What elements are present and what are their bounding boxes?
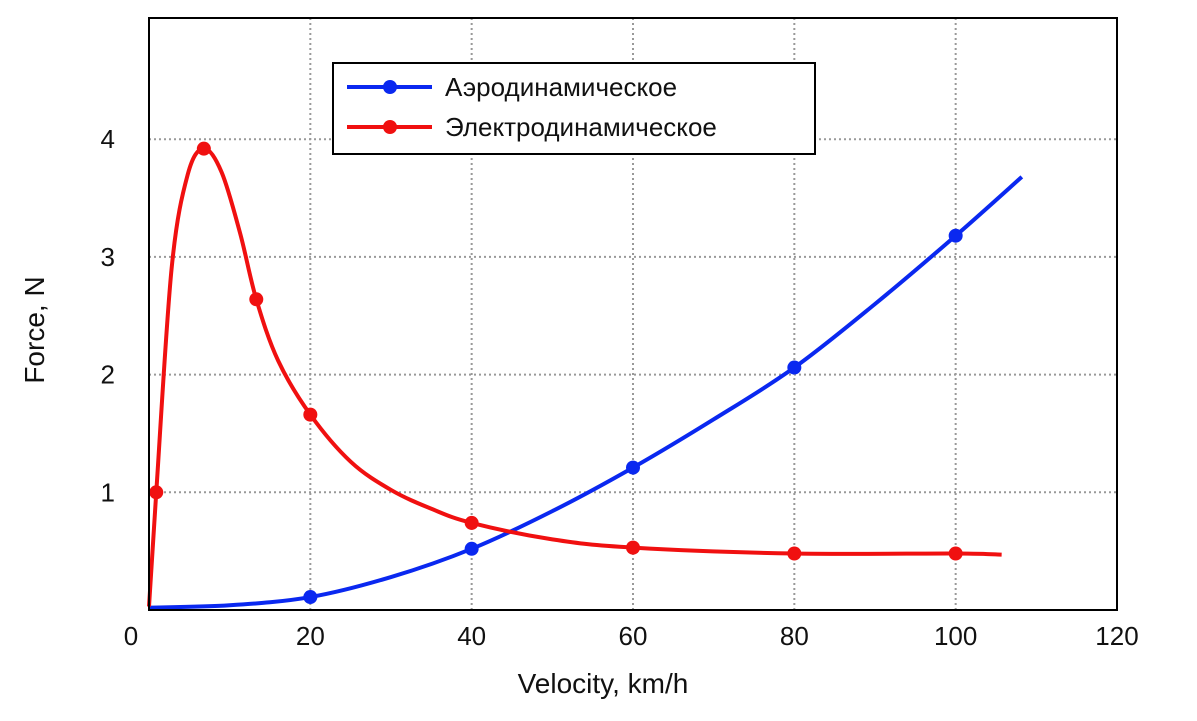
- aerodynamic-point: [948, 228, 963, 243]
- y-tick-labels: 1 2 3 4: [101, 124, 115, 507]
- legend-marker-electrodynamic: [383, 120, 397, 134]
- electrodynamic-point: [464, 515, 479, 530]
- legend-label-aerodynamic: Аэродинамическое: [445, 72, 677, 102]
- x-tick-label: 20: [296, 621, 325, 651]
- x-tick-label: 80: [780, 621, 809, 651]
- legend: Аэродинамическое Электродинамическое: [332, 62, 816, 155]
- x-tick-label: 100: [934, 621, 977, 651]
- legend-box: [332, 62, 816, 155]
- legend-label-electrodynamic: Электродинамическое: [445, 112, 717, 142]
- x-tick-label: 40: [457, 621, 486, 651]
- aerodynamic-point: [787, 360, 802, 375]
- y-tick-label: 4: [101, 124, 115, 154]
- electrodynamic-point: [149, 485, 164, 500]
- electrodynamic-point: [249, 292, 264, 307]
- electrodynamic-point: [787, 546, 802, 561]
- x-tick-label: 120: [1095, 621, 1138, 651]
- x-tick-label: 0: [124, 621, 138, 651]
- y-tick-label: 1: [101, 477, 115, 507]
- electrodynamic-point: [948, 546, 963, 561]
- electrodynamic-point: [196, 141, 211, 156]
- electrodynamic-point: [303, 407, 318, 422]
- aerodynamic-point: [303, 590, 318, 605]
- x-tick-label: 60: [619, 621, 648, 651]
- x-axis-label: Velocity, km/h: [518, 668, 689, 699]
- series-curves: [147, 146, 1024, 610]
- y-axis-label: Force, N: [19, 276, 50, 383]
- y-tick-label: 2: [101, 360, 115, 390]
- series-markers: [149, 141, 963, 605]
- legend-marker-aerodynamic: [383, 80, 397, 94]
- aerodynamic-point: [464, 541, 479, 556]
- electrodynamic-line: [147, 146, 1002, 607]
- plot-frame: [148, 17, 1118, 611]
- y-tick-label: 3: [101, 242, 115, 272]
- grid: [149, 18, 1117, 610]
- x-tick-labels: 0 20 40 60 80 100 120: [124, 621, 1139, 651]
- aerodynamic-point: [626, 460, 640, 475]
- electrodynamic-point: [626, 540, 640, 555]
